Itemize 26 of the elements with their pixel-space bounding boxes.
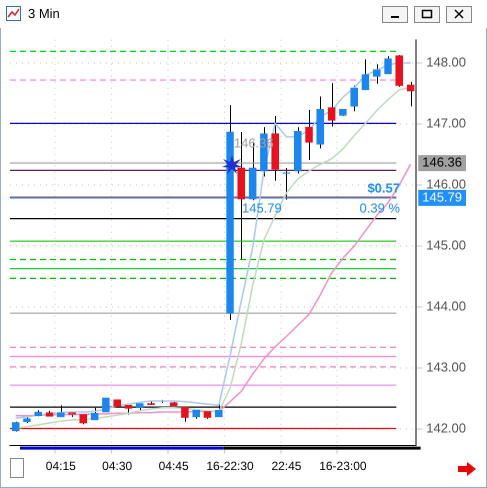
y-tick-label: 143.00 [426, 360, 466, 375]
candlestick [102, 398, 110, 412]
ref-line-label: 145.79 [422, 189, 462, 204]
y-tick-label: 148.00 [426, 54, 466, 70]
annotation: 0.39 % [360, 200, 400, 216]
x-tick-label: 22:45 [271, 459, 302, 474]
ref-line-label: 146.36 [422, 154, 462, 170]
candlestick [328, 82, 336, 127]
candlestick [384, 56, 392, 74]
candlestick [305, 109, 313, 161]
x-tick-label: 16-23:00 [319, 459, 367, 474]
annotation: 145.79 [242, 200, 282, 216]
x-tick-label: 04:15 [46, 459, 76, 474]
y-tick-label: 145.00 [426, 238, 466, 253]
y-tick-label: 142.00 [426, 420, 466, 436]
x-tick-label: 04:45 [158, 459, 189, 474]
y-tick-label: 146.00 [426, 176, 466, 192]
x-tick-label: 04:30 [102, 459, 133, 474]
annotation: $0.57 [367, 180, 400, 196]
candlestick [350, 85, 358, 112]
chart-title: 3 Min [28, 6, 60, 21]
x-tick-label: 16-22:30 [206, 459, 254, 474]
y-tick-label: 144.00 [426, 298, 466, 314]
y-tick-label: 147.00 [426, 116, 466, 131]
candlestick [362, 58, 370, 90]
candlestick [372, 64, 381, 84]
